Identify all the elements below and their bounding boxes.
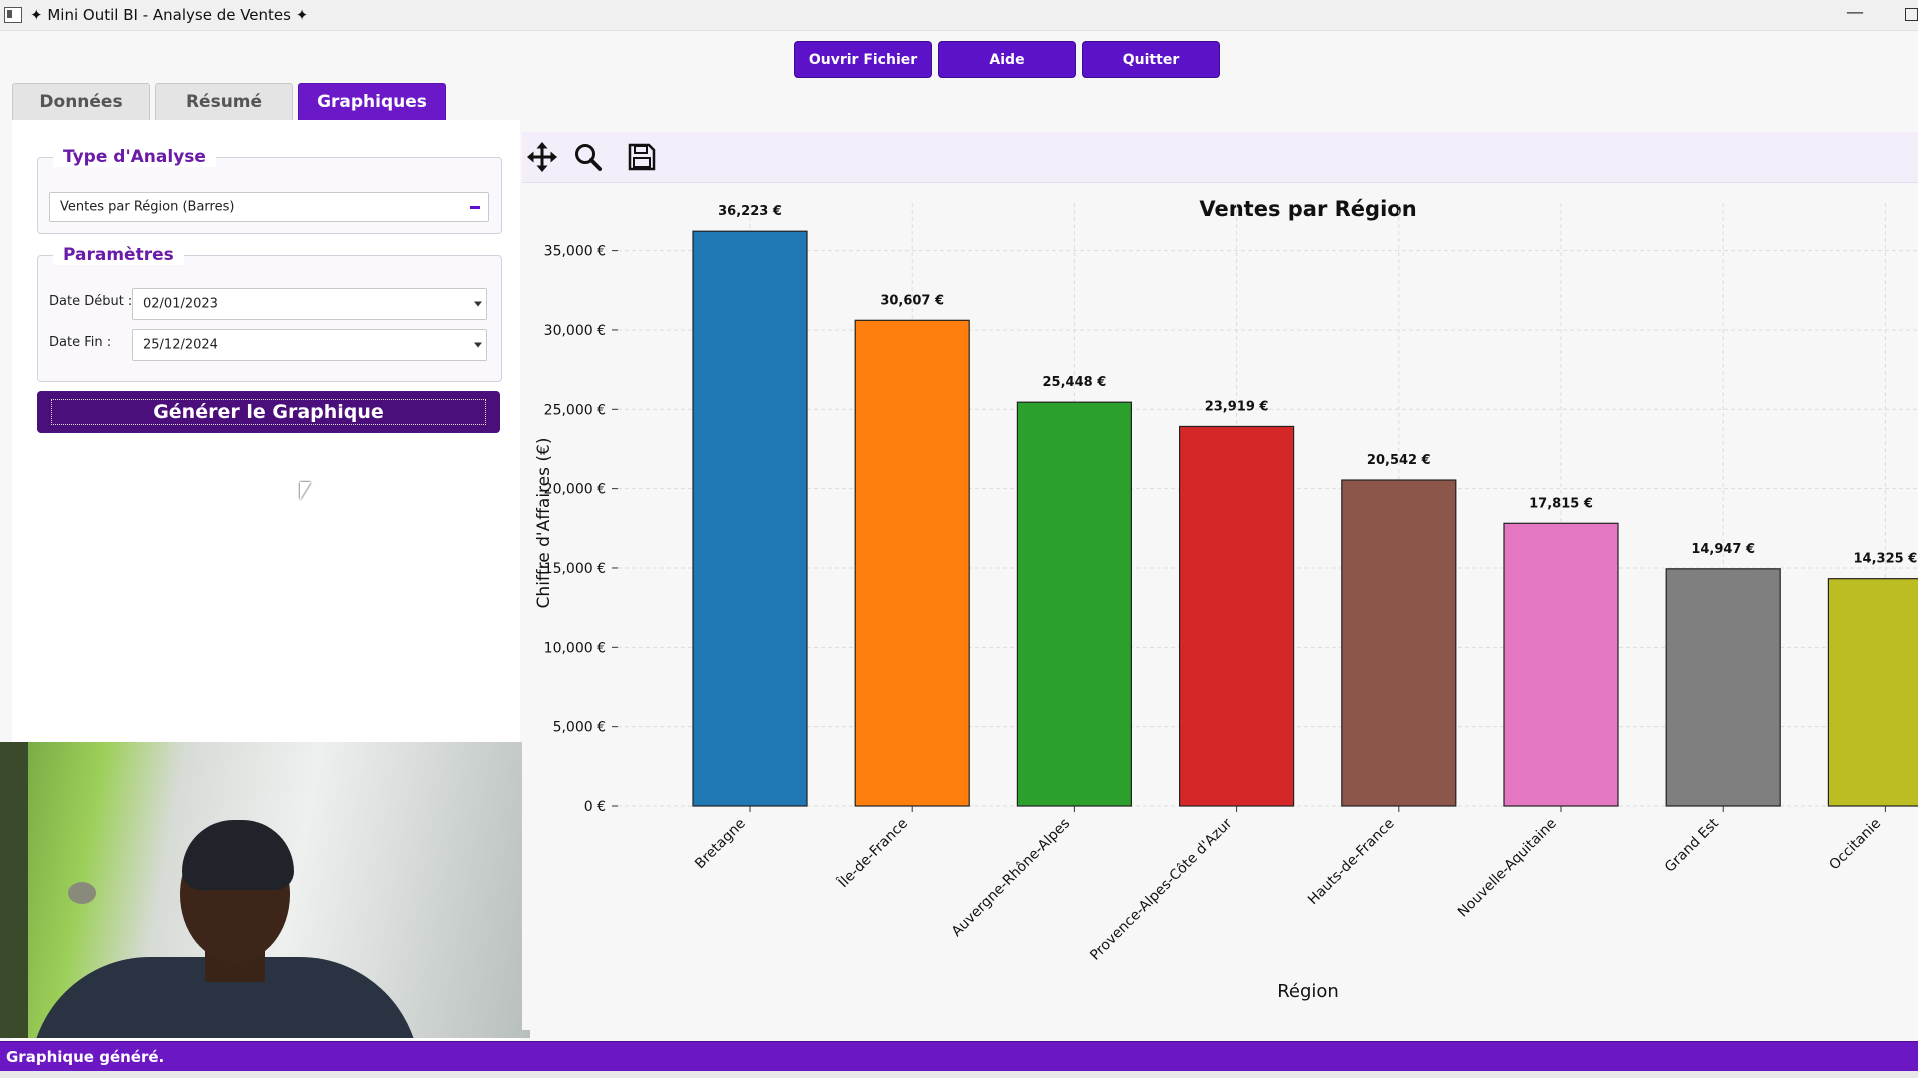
generate-chart-button[interactable]: Générer le Graphique [37, 391, 500, 433]
window-title: ✦ Mini Outil BI - Analyse de Ventes ✦ [30, 6, 309, 24]
bar-value-label: 36,223 € [718, 204, 782, 219]
parameters-title: Paramètres [53, 245, 184, 265]
bar-value-label: 14,947 € [1691, 542, 1755, 557]
save-icon[interactable] [624, 140, 660, 174]
tab-graphiques[interactable]: Graphiques [298, 83, 446, 120]
x-axis-label: Région [1277, 981, 1339, 1002]
help-button[interactable]: Aide [938, 41, 1076, 78]
bar-value-label: 25,448 € [1043, 375, 1107, 390]
chevron-down-icon[interactable] [474, 342, 482, 348]
status-bar: Graphique généré. [0, 1041, 1918, 1072]
bar-value-label: 23,919 € [1205, 399, 1269, 414]
chevron-down-icon[interactable] [474, 301, 482, 307]
bar [1503, 522, 1619, 807]
y-tick-label: 10,000 € [544, 640, 606, 656]
end-date-label: Date Fin : [49, 335, 112, 350]
bar-value-label: 30,607 € [880, 293, 944, 308]
zoom-icon[interactable] [570, 140, 606, 174]
quit-button[interactable]: Quitter [1082, 41, 1220, 78]
webcam-overlay [0, 742, 530, 1038]
analysis-type-value: Ventes par Région (Barres) [60, 199, 235, 215]
y-tick-label: 0 € [584, 799, 606, 815]
analysis-type-title: Type d'Analyse [53, 147, 216, 167]
y-tick-label: 25,000 € [544, 402, 606, 418]
start-date-value: 02/01/2023 [143, 296, 218, 312]
app-icon [4, 7, 22, 23]
mouse-cursor-icon [300, 482, 311, 500]
start-date-picker[interactable]: 02/01/2023 [132, 288, 487, 320]
status-message: Graphique généré. [6, 1048, 165, 1066]
chart-title: Ventes par Région [1199, 197, 1416, 221]
bar [1016, 401, 1132, 807]
lamp-image [68, 882, 96, 904]
minus-icon [470, 206, 480, 209]
end-date-value: 25/12/2024 [143, 337, 218, 353]
tab-resume[interactable]: Résumé [155, 83, 293, 120]
sales-by-region-chart: Ventes par Région 0 € 5,000 € 10,000 € 15,0… [522, 183, 1918, 1030]
bar [1665, 568, 1781, 807]
y-tick-label: 30,000 € [544, 323, 606, 339]
bar-value-label: 17,815 € [1529, 496, 1593, 511]
tab-donnees[interactable]: Données [12, 83, 150, 120]
bar-value-label: 20,542 € [1367, 453, 1431, 468]
open-file-button[interactable]: Ouvrir Fichier [794, 41, 932, 78]
y-tick-label: 35,000 € [544, 244, 606, 260]
minimize-button[interactable]: — [1846, 2, 1864, 23]
analysis-type-select[interactable]: Ventes par Région (Barres) [49, 192, 489, 222]
pan-icon[interactable] [524, 140, 560, 174]
sparkle-icon: ✦ [30, 6, 43, 24]
end-date-picker[interactable]: 25/12/2024 [132, 329, 487, 361]
y-axis-label: Chiffre d'Affaires (€) [534, 438, 554, 609]
y-tick-label: 15,000 € [544, 561, 606, 577]
start-date-label: Date Début : [49, 294, 133, 309]
generate-chart-label: Générer le Graphique [51, 399, 486, 425]
bar [1178, 425, 1295, 807]
plot-toolbar [522, 132, 1918, 183]
bar [854, 319, 970, 807]
bar [1827, 578, 1918, 807]
y-tick-label: 20,000 € [544, 482, 606, 498]
bar-value-label: 14,325 € [1854, 552, 1918, 567]
sparkle-icon: ✦ [295, 6, 309, 24]
window-titlebar: ✦ Mini Outil BI - Analyse de Ventes ✦ — [0, 0, 1918, 31]
bar [1341, 479, 1457, 807]
maximize-button[interactable] [1905, 8, 1918, 21]
y-tick-label: 5,000 € [553, 720, 606, 736]
bar [692, 230, 808, 807]
bottom-strip [0, 1071, 1918, 1078]
